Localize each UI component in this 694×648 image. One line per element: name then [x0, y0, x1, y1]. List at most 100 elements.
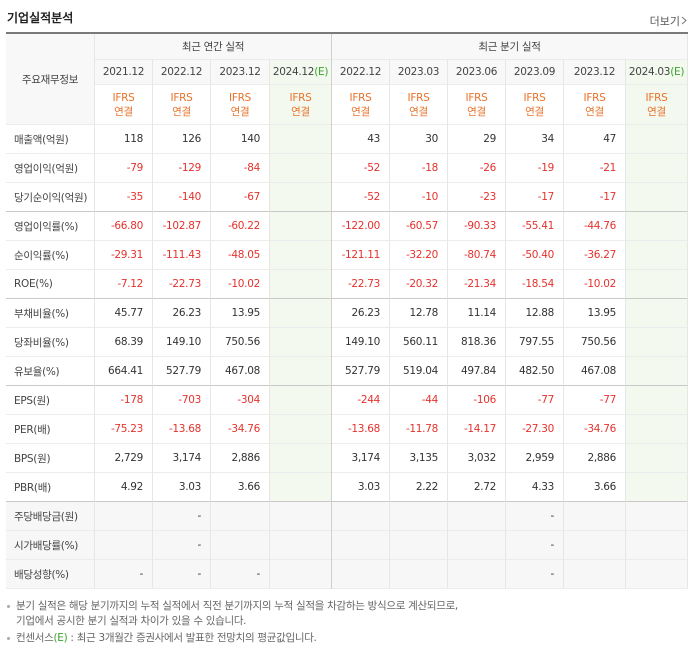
note-part: (E) [53, 632, 68, 644]
value: -102.87 [162, 220, 202, 232]
value: -90.33 [463, 220, 496, 232]
value: 527.79 [345, 365, 380, 377]
value-cell: -77 [564, 386, 626, 415]
value: -20.32 [405, 278, 438, 290]
accounting-label: 연결 [525, 105, 544, 118]
section-title: 기업실적분석 [7, 11, 74, 25]
note: 컨센서스(E) : 최근 3개월간 증권사에서 발표한 전망치의 평균값입니다. [7, 631, 317, 646]
value-cell: -17 [564, 183, 626, 212]
bullet [7, 605, 10, 608]
value-cell: -18.54 [506, 270, 564, 299]
more-link[interactable]: 더보기 [649, 15, 680, 28]
value: 13.95 [587, 307, 616, 319]
value-cell: 12.78 [390, 299, 448, 328]
value: -67 [243, 191, 261, 203]
value-cell: -90.33 [448, 212, 506, 241]
date-cell: 2023.09 [506, 60, 564, 85]
row-label-cell: ROE(%) [6, 270, 95, 299]
value-cell: -11.78 [390, 415, 448, 444]
value: 3.66 [237, 481, 260, 493]
value: 797.55 [519, 336, 554, 348]
value: -52 [363, 162, 381, 174]
value-cell: -80.74 [448, 241, 506, 270]
value: 149.10 [166, 336, 201, 348]
date-cell: 2022.12 [332, 60, 390, 85]
value-cell [626, 357, 688, 386]
row-label: PER(배) [14, 423, 51, 436]
row-label: 당기순이익(억원) [14, 191, 88, 204]
value-cell [270, 328, 332, 357]
value: -22.73 [347, 278, 380, 290]
value-cell [626, 560, 688, 589]
value-cell: 4.33 [506, 473, 564, 502]
value: -18.54 [521, 278, 554, 290]
value-cell: -304 [211, 386, 270, 415]
value-cell: -29.31 [95, 241, 153, 270]
value: 527.79 [166, 365, 201, 377]
value: -29.31 [110, 249, 143, 261]
row-label: 유보율(%) [14, 365, 60, 378]
value: -129 [178, 162, 201, 174]
date-cell: 2024.12 (E) [270, 60, 332, 85]
accounting-label: IFRS [349, 91, 372, 104]
value-cell: -129 [153, 154, 211, 183]
accounting-label: IFRS [229, 91, 251, 104]
accounting-label: IFRS [645, 91, 668, 104]
value-cell: 149.10 [153, 328, 211, 357]
value-cell [626, 473, 688, 502]
row-label: BPS(원) [14, 452, 51, 465]
row-label: 시가배당률(%) [14, 539, 79, 552]
value-cell: 149.10 [332, 328, 390, 357]
value-cell: -106 [448, 386, 506, 415]
value: -10 [421, 191, 439, 203]
value: -21.34 [463, 278, 496, 290]
value: -36.27 [583, 249, 616, 261]
value-cell: -703 [153, 386, 211, 415]
value-cell [390, 531, 448, 560]
value: 750.56 [581, 336, 616, 348]
more-arrow[interactable] [681, 16, 687, 25]
value-cell: -21.34 [448, 270, 506, 299]
value-cell: 3.03 [332, 473, 390, 502]
value-cell: 560.11 [390, 328, 448, 357]
value-cell [626, 183, 688, 212]
value: -21 [599, 162, 617, 174]
value: -84 [243, 162, 261, 174]
value-cell: -7.12 [95, 270, 153, 299]
value-cell: 29 [448, 125, 506, 154]
value-cell [95, 531, 153, 560]
value-cell: 3,174 [332, 444, 390, 473]
value-cell: -111.43 [153, 241, 211, 270]
value-cell: 2,886 [564, 444, 626, 473]
value: 45.77 [114, 307, 143, 319]
value-cell: -19 [506, 154, 564, 183]
value-cell: -55.41 [506, 212, 564, 241]
value: -44.76 [583, 220, 616, 232]
value-cell [270, 386, 332, 415]
date-label: 2023.12 [573, 66, 616, 78]
value-cell [626, 531, 688, 560]
value-cell: 43 [332, 125, 390, 154]
value-cell: -50.40 [506, 241, 564, 270]
value: 519.04 [403, 365, 438, 377]
value: 43 [367, 133, 380, 145]
accounting-label: IFRS [465, 91, 488, 104]
row-label: 부채비율(%) [14, 307, 69, 320]
accounting-cell: IFRS 연결 [390, 85, 448, 125]
value: -17 [537, 191, 555, 203]
value-cell: -244 [332, 386, 390, 415]
section-divider [331, 34, 332, 589]
value: 467.08 [225, 365, 260, 377]
row-label-cell: 당좌비율(%) [6, 328, 95, 357]
value-cell: 126 [153, 125, 211, 154]
value: - [550, 568, 555, 580]
value-cell [270, 415, 332, 444]
value-cell: 497.84 [448, 357, 506, 386]
row-label-cell: 주당배당금(원) [6, 502, 95, 531]
accounting-label: 연결 [647, 105, 666, 118]
value: - [197, 510, 202, 522]
value: -178 [120, 394, 143, 406]
value-cell: 68.39 [95, 328, 153, 357]
value: -19 [537, 162, 555, 174]
value: -13.68 [347, 423, 380, 435]
